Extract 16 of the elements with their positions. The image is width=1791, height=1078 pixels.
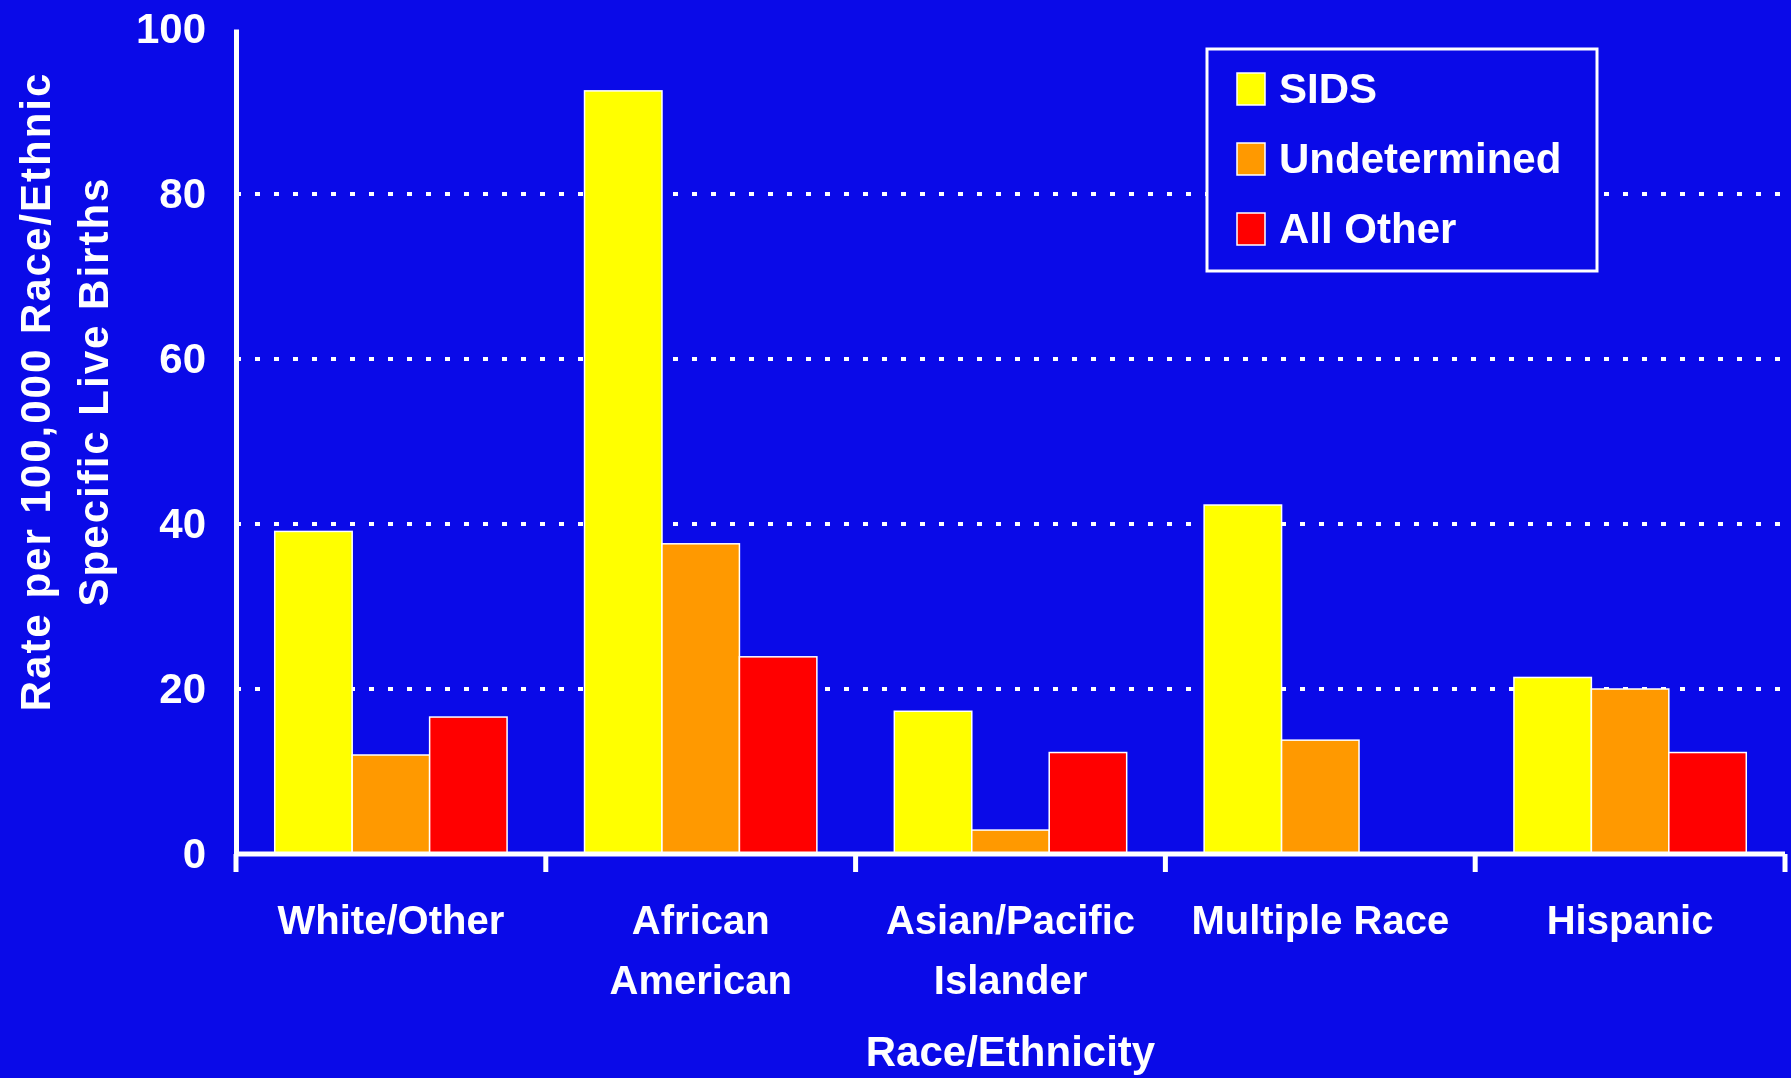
y-tick-label: 100: [135, 4, 206, 52]
legend-label: Undetermined: [1279, 135, 1562, 182]
x-tick-label: Hispanic: [1546, 898, 1714, 942]
x-tick-label: Asian/Pacific Islander: [885, 898, 1136, 1002]
y-axis-title: Rate per 100,000 Race/Ethnic Specific Live Births: [12, 71, 117, 712]
y-tick-label: 40: [159, 499, 206, 547]
x-tick-label: Multiple Race: [1191, 898, 1450, 942]
y-tick-label: 60: [159, 334, 206, 382]
y-tick-label: 80: [159, 169, 206, 217]
x-tick-label: White/Other: [277, 898, 505, 942]
legend-label: SIDS: [1279, 65, 1378, 112]
legend-label: All Other: [1279, 205, 1457, 252]
x-tick-label: African American: [609, 898, 792, 1002]
y-tick-label: 20: [159, 664, 206, 712]
y-tick-label: 0: [182, 829, 206, 877]
x-axis-title: Race/Ethnicity: [865, 1028, 1156, 1075]
